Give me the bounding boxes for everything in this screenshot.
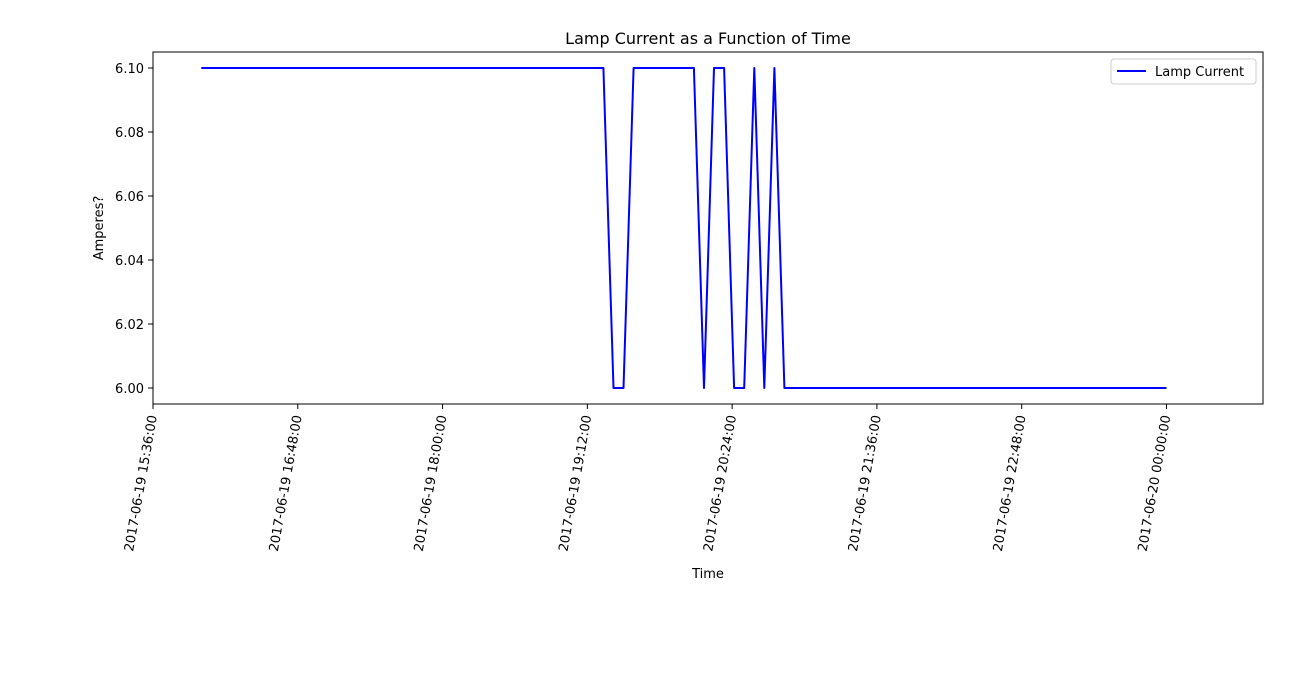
y-tick-label: 6.10 — [115, 62, 144, 77]
legend: Lamp Current — [1110, 58, 1257, 85]
legend-entry-label: Lamp Current — [1155, 65, 1244, 80]
y-tick-label: 6.08 — [115, 126, 144, 141]
legend-box — [1110, 58, 1257, 85]
y-axis-ticks: 6.00 6.02 6.04 6.06 6.08 6.10 — [115, 62, 153, 397]
y-tick-label: 6.02 — [115, 318, 144, 333]
chart-title: Lamp Current as a Function of Time — [565, 29, 851, 48]
y-tick-label: 6.06 — [115, 190, 144, 205]
y-axis-label: Amperes? — [92, 196, 107, 261]
y-tick-label: 6.00 — [115, 382, 144, 397]
series-line-0 — [201, 67, 1167, 389]
x-axis-label: Time — [691, 567, 724, 582]
plot-frame — [152, 51, 1264, 405]
series-lines-group — [201, 67, 1167, 389]
y-tick-label: 6.04 — [115, 254, 144, 269]
